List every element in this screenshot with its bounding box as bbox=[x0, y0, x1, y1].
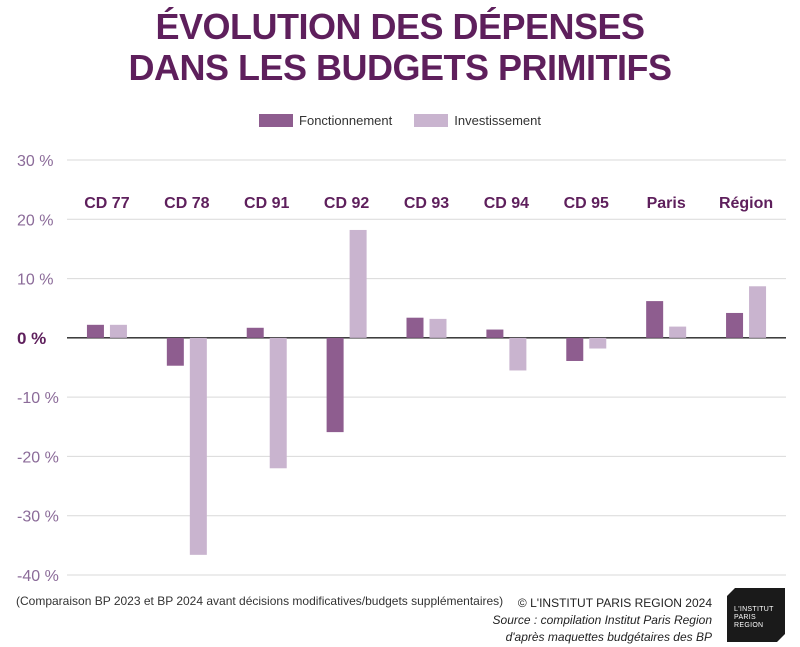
institut-paris-region-logo bbox=[727, 588, 785, 642]
chart-legend: Fonctionnement Investissement bbox=[0, 113, 800, 128]
bar-investissement bbox=[189, 337, 207, 555]
bar-investissement bbox=[429, 318, 447, 338]
logo-text: L'INSTITUT PARIS REGION bbox=[734, 606, 774, 629]
category-label: CD 91 bbox=[244, 195, 289, 212]
bar-fonctionnement bbox=[326, 337, 344, 433]
y-tick-label: -10 % bbox=[17, 390, 59, 407]
legend-swatch-investissement bbox=[414, 114, 449, 127]
legend-swatch-fonctionnement bbox=[259, 114, 294, 127]
bar-fonctionnement bbox=[566, 337, 584, 361]
y-tick-label: 30 % bbox=[17, 153, 53, 170]
footnote: (Comparaison BP 2023 et BP 2024 avant dé… bbox=[16, 594, 504, 608]
category-label: CD 77 bbox=[84, 195, 129, 212]
bar-investissement bbox=[589, 337, 607, 349]
y-tick-label: 20 % bbox=[17, 212, 53, 229]
category-label: CD 78 bbox=[164, 195, 209, 212]
copyright-text: © L'INSTITUT PARIS REGION 2024 bbox=[517, 596, 712, 610]
bar-investissement bbox=[509, 337, 527, 371]
bar-fonctionnement bbox=[246, 327, 264, 338]
category-label: Paris bbox=[647, 195, 686, 212]
bar-fonctionnement bbox=[166, 337, 184, 366]
chart-title-line-1: ÉVOLUTION DES DÉPENSES bbox=[155, 6, 645, 47]
bar-fonctionnement bbox=[86, 324, 104, 338]
category-label: Région bbox=[719, 195, 773, 212]
y-tick-label: -40 % bbox=[17, 568, 59, 585]
bar-fonctionnement bbox=[406, 317, 424, 338]
y-tick-label: -30 % bbox=[17, 509, 59, 526]
category-label: CD 94 bbox=[484, 195, 529, 212]
bar-investissement bbox=[269, 337, 287, 469]
bar-investissement bbox=[669, 326, 687, 338]
chart-title-line-2: DANS LES BUDGETS PRIMITIFS bbox=[128, 47, 672, 88]
legend-item-fonctionnement: Fonctionnement bbox=[259, 113, 392, 128]
legend-item-investissement: Investissement bbox=[414, 113, 541, 128]
category-label: CD 93 bbox=[404, 195, 449, 212]
y-tick-label: 0 % bbox=[17, 329, 46, 348]
category-label: CD 95 bbox=[564, 195, 609, 212]
y-tick-label: 10 % bbox=[17, 272, 53, 289]
legend-label-investissement: Investissement bbox=[454, 113, 541, 128]
category-label: CD 92 bbox=[324, 195, 369, 212]
bar-fonctionnement bbox=[646, 301, 664, 338]
bar-investissement bbox=[349, 229, 367, 338]
legend-label-fonctionnement: Fonctionnement bbox=[299, 113, 393, 128]
chart-title: ÉVOLUTION DES DÉPENSES DANS LES BUDGETS … bbox=[0, 6, 800, 88]
credits: © L'INSTITUT PARIS REGION 2024 Source : … bbox=[493, 595, 712, 646]
bar-investissement bbox=[749, 286, 767, 338]
bar-fonctionnement bbox=[486, 329, 504, 338]
y-tick-label: -20 % bbox=[17, 449, 59, 466]
bar-investissement bbox=[109, 324, 127, 338]
source-line-1: Source : compilation Institut Paris Regi… bbox=[492, 613, 712, 627]
bar-fonctionnement bbox=[726, 312, 744, 338]
source-line-2: d'après maquettes budgétaires des BP bbox=[505, 630, 712, 644]
